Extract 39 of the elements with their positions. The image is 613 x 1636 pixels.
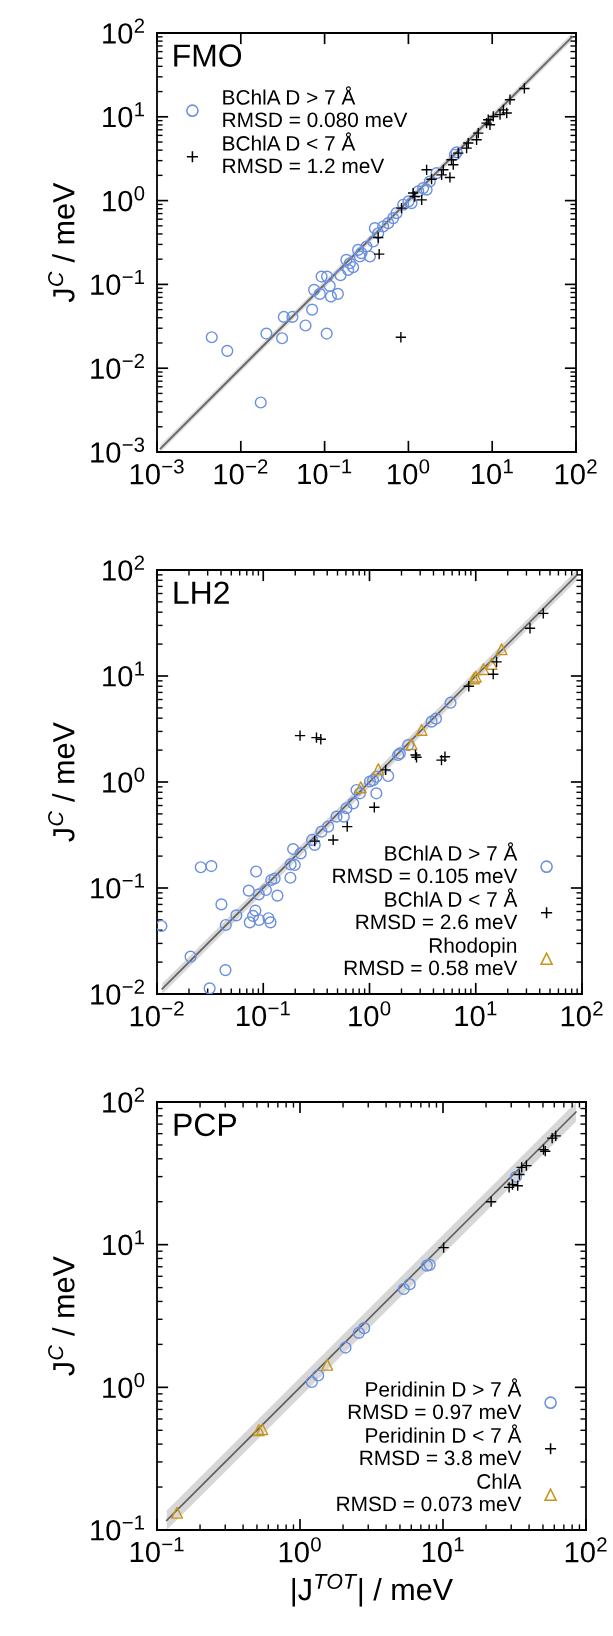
legend-label: Rhodopin RMSD = 0.58 meV <box>344 937 518 976</box>
y-tick-label: 10$^{1}$ <box>103 102 145 128</box>
y-tick-label: 10$^{0}$ <box>103 1372 145 1399</box>
y-tick-label: 10$^{1}$ <box>103 661 145 687</box>
x-tick-label: 10$^{−1}$ <box>298 459 352 485</box>
x-tick-label: 10$^{2}$ <box>565 1537 607 1563</box>
y-tick-label: 10$^{2}$ <box>103 555 145 581</box>
legend-label: ChlA RMSD = 0.073 meV <box>337 1473 522 1512</box>
x-tick-label: 10$^{1}$ <box>422 1537 464 1563</box>
y-axis-title: J$^{C}$ / meV <box>48 182 75 303</box>
y-axis-title: J$^{C}$ / meV <box>48 722 75 842</box>
legend-label: BChlA D < 7 Å RMSD = 2.6 meV <box>356 888 518 930</box>
legend-label: BChlA D > 7 Å RMSD = 0.080 meV <box>223 86 408 128</box>
y-tick-label: 10$^{−1}$ <box>91 269 145 295</box>
x-tick-label: 10$^{0}$ <box>349 1001 391 1027</box>
y-tick-label: 10$^{−2}$ <box>91 353 144 380</box>
y-tick-label: 10$^{2}$ <box>103 1087 145 1113</box>
y-tick-label: 10$^{1}$ <box>103 1230 145 1256</box>
x-tick-label: 10$^{2}$ <box>555 459 597 485</box>
x-tick-label: 10$^{1}$ <box>471 459 513 485</box>
x-tick-label: 10$^{0}$ <box>388 459 430 485</box>
legend-label: Peridinin D < 7 Å RMSD = 3.8 meV <box>360 1424 522 1466</box>
y-tick-label: 10$^{0}$ <box>103 767 145 793</box>
y-tick-label: 10$^{0}$ <box>103 186 145 212</box>
legend-label: BChlA D > 7 Å RMSD = 0.105 meV <box>333 842 518 884</box>
y-axis-title: J$^{C}$ / meV <box>48 1256 75 1376</box>
y-tick-label: 10$^{2}$ <box>103 18 145 44</box>
x-tick-label: 10$^{1}$ <box>455 1001 497 1027</box>
chart-title: FMO <box>174 44 242 67</box>
legend-label: Peridinin D > 7 Å RMSD = 0.97 meV <box>348 1378 522 1420</box>
chart-title: PCP <box>174 1113 237 1137</box>
x-tick-label: 10$^{−2}$ <box>214 459 268 485</box>
x-tick-label: 10$^{−1}$ <box>237 1001 290 1027</box>
chart-title: LH2 <box>174 581 229 604</box>
x-tick-label: 10$^{0}$ <box>279 1537 321 1563</box>
x-tick-label: 10$^{2}$ <box>561 1001 603 1027</box>
x-axis-title: |J$^{TOT}$| / meV <box>292 1573 453 1607</box>
y-tick-label: 10$^{−1}$ <box>91 873 145 899</box>
legend-label: BChlA D < 7 Å RMSD = 1.2 meV <box>223 132 385 174</box>
